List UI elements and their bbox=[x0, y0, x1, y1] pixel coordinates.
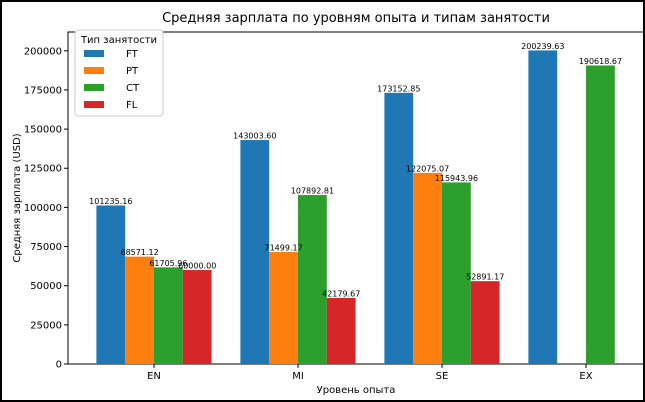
y-axis-ticks: 0 25000 50000 75000 100000 125000 150000 175000… bbox=[24, 46, 68, 371]
legend-label-ft: FT bbox=[126, 49, 139, 60]
x-axis-label: Уровень опыта bbox=[317, 385, 396, 396]
legend-swatch-fl bbox=[84, 101, 104, 108]
data-label: 173152.85 bbox=[377, 84, 420, 93]
bars-group bbox=[96, 50, 615, 365]
y-tick-label: 25000 bbox=[30, 320, 62, 331]
data-label: 122075.07 bbox=[406, 164, 449, 173]
data-label: 101235.16 bbox=[89, 197, 132, 206]
y-tick-label: 75000 bbox=[30, 242, 62, 253]
x-tick-label: EX bbox=[579, 371, 592, 382]
data-label: 42179.67 bbox=[322, 289, 360, 298]
bar-fl-mi bbox=[326, 297, 356, 364]
bar-pt-en bbox=[125, 256, 154, 364]
bar-fl-se bbox=[470, 281, 500, 364]
legend-title: Тип занятости bbox=[80, 35, 157, 46]
legend-label-ct: CT bbox=[126, 83, 140, 94]
legend-label-fl: FL bbox=[126, 100, 138, 111]
bar-ct-ex bbox=[586, 65, 615, 364]
data-label: 115943.96 bbox=[435, 174, 478, 183]
data-label: 190618.67 bbox=[579, 57, 622, 66]
data-labels-group: 101235.16 143003.60 173152.85 200239.63 6857… bbox=[89, 42, 622, 299]
bar-fl-en bbox=[182, 270, 212, 364]
y-tick-label: 150000 bbox=[24, 125, 62, 136]
legend-label-pt: PT bbox=[126, 66, 139, 77]
legend-swatch-ct bbox=[84, 84, 104, 91]
legend-swatch-ft bbox=[84, 50, 104, 57]
bar-pt-se bbox=[413, 172, 442, 364]
bar-ct-se bbox=[442, 182, 471, 364]
x-axis-ticks: EN MI SE EX bbox=[147, 364, 593, 382]
data-label: 52891.17 bbox=[466, 273, 504, 282]
x-tick-label: MI bbox=[292, 371, 304, 382]
y-tick-label: 50000 bbox=[30, 281, 62, 292]
y-tick-label: 200000 bbox=[24, 46, 62, 57]
plot-area bbox=[67, 31, 643, 365]
bar-ct-en bbox=[154, 267, 183, 364]
x-tick-label: EN bbox=[147, 371, 161, 382]
y-tick-label: 100000 bbox=[24, 203, 62, 214]
legend: Тип занятости FT PT CT FL bbox=[74, 29, 164, 117]
legend-items: FT PT CT FL bbox=[84, 49, 140, 111]
data-label: 68571.12 bbox=[121, 248, 159, 257]
y-tick-label: 0 bbox=[56, 360, 62, 371]
data-label: 200239.63 bbox=[521, 42, 564, 51]
legend-swatch-pt bbox=[84, 67, 104, 74]
bar-ft-ex bbox=[528, 50, 558, 365]
data-label: 107892.81 bbox=[291, 187, 334, 196]
chart-title: Средняя зарплата по уровням опыта и типа… bbox=[162, 11, 550, 26]
data-label: 60000.00 bbox=[178, 262, 216, 271]
bar-ct-mi bbox=[298, 195, 327, 364]
y-tick-label: 175000 bbox=[24, 85, 62, 96]
data-label: 61705.96 bbox=[149, 259, 187, 268]
bar-ft-mi bbox=[240, 140, 270, 364]
data-label: 71499.17 bbox=[265, 244, 303, 253]
data-label: 143003.60 bbox=[233, 132, 276, 141]
bar-ft-en bbox=[96, 205, 126, 364]
y-axis-label: Средняя зарплата (USD) bbox=[12, 133, 23, 262]
bar-pt-mi bbox=[269, 252, 298, 364]
x-tick-label: SE bbox=[436, 371, 449, 382]
bar-ft-se bbox=[384, 92, 414, 364]
y-tick-label: 125000 bbox=[24, 164, 62, 175]
